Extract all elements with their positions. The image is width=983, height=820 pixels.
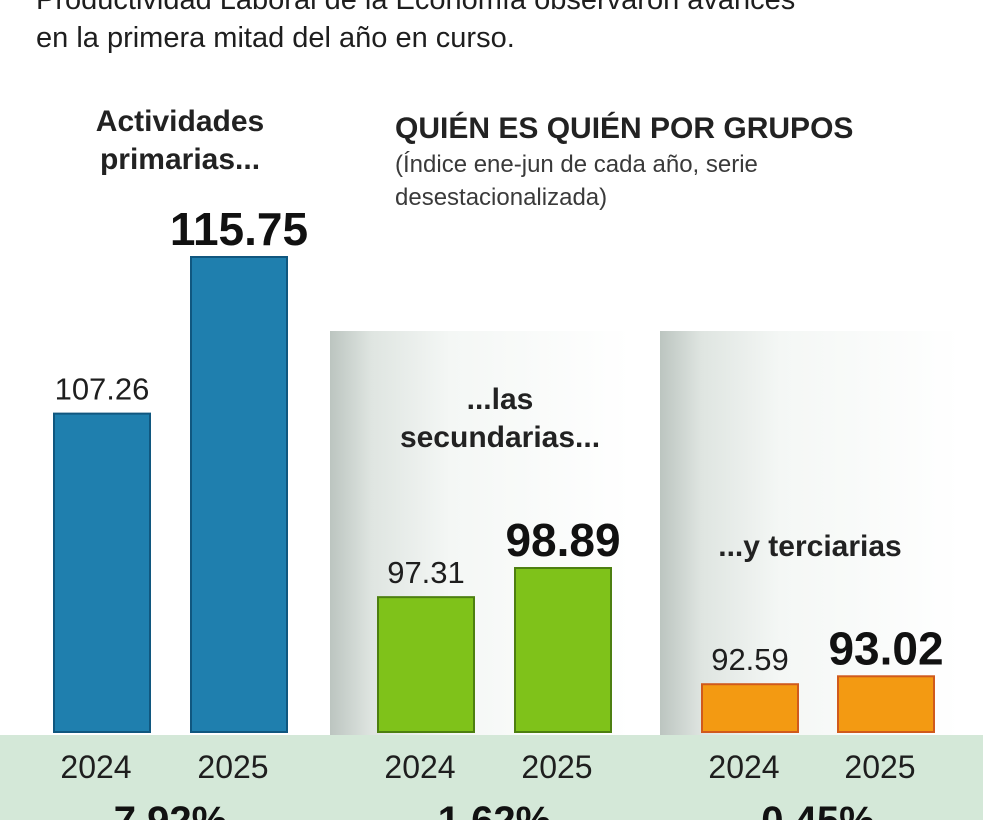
year-label-secundarias-2024: 2024 (384, 749, 455, 785)
chart-subtitle-line-1: (Índice ene-jun de cada año, serie (395, 151, 758, 178)
group-label-primarias-line-1: Actividades (95, 105, 265, 138)
group-label-secundarias-line-1: ...las (466, 383, 534, 416)
chart-subtitle-line-2: desestacionalizada) (395, 184, 608, 211)
chart-title: QUIÉN ES QUIÉN POR GRUPOS (395, 112, 854, 145)
group-label-primarias: Actividades primarias... (60, 103, 300, 179)
year-label-terciarias-2025: 2025 (844, 749, 915, 785)
group-label-secundarias: ...las secundarias... (350, 381, 650, 457)
bar-terciarias-2025 (837, 675, 935, 733)
year-label-terciarias-2024: 2024 (708, 749, 779, 785)
value-label-primarias-2024: 107.26 (55, 372, 150, 407)
footer-band (0, 735, 983, 820)
intro-text: Productividad Laboral de la Economía obs… (36, 0, 976, 57)
bar-secundarias-2024 (377, 596, 475, 733)
year-label-primarias-2025: 2025 (197, 749, 268, 785)
bar-primarias-2025 (190, 256, 288, 733)
bar-terciarias-2024 (701, 683, 799, 734)
chart-title-block: QUIÉN ES QUIÉN POR GRUPOS (Índice ene-ju… (395, 111, 895, 213)
change-label-secundarias: 1.62% (438, 799, 551, 820)
year-label-secundarias-2025: 2025 (521, 749, 592, 785)
intro-line-2: en la primera mitad del año en curso. (36, 22, 515, 54)
intro-line-1: Productividad Laboral de la Economía obs… (36, 0, 796, 16)
group-label-secundarias-line-2: secundarias... (399, 421, 601, 454)
change-label-terciarias: 0.45% (761, 799, 874, 820)
bar-primarias-2024 (53, 412, 151, 733)
value-label-terciarias-2024: 92.59 (711, 642, 789, 677)
value-label-terciarias-2025: 93.02 (828, 622, 943, 674)
value-label-primarias-2025: 115.75 (170, 203, 308, 255)
group-label-primarias-line-2: primarias... (99, 143, 261, 176)
bar-secundarias-2025 (514, 567, 612, 733)
terciarias-panel (660, 331, 960, 735)
value-label-secundarias-2025: 98.89 (505, 514, 620, 566)
change-label-primarias: 7.92% (114, 799, 227, 820)
group-label-terciarias: ...y terciarias (680, 528, 940, 566)
group-label-terciarias-line-1: ...y terciarias (718, 530, 902, 563)
value-label-secundarias-2024: 97.31 (387, 555, 465, 590)
year-label-primarias-2024: 2024 (60, 749, 131, 785)
